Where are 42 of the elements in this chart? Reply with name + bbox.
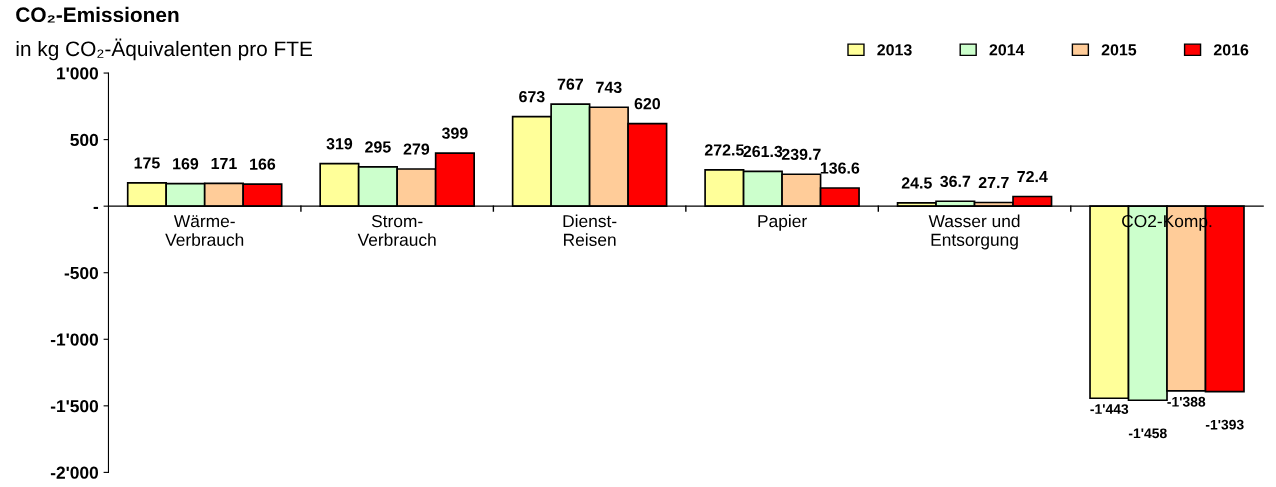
y-tick-label: - [93, 206, 99, 209]
data-label: 279 [403, 143, 430, 155]
chart-subtitle: in kg CO₂-Äquivalenten pro FTE [16, 38, 312, 61]
x-tick-label: Dienst- Reisen [563, 214, 617, 246]
data-label: -1'458 [1128, 428, 1167, 439]
y-tick-label: -500 [64, 266, 99, 280]
x-tick-label: Wasser und Entsorgung [928, 214, 1020, 250]
legend-label: 2013 [877, 44, 912, 56]
data-label: -1'388 [1167, 396, 1206, 407]
data-label: 136.6 [820, 162, 860, 174]
data-label: 743 [596, 81, 622, 94]
data-label: 261.3 [743, 145, 783, 158]
legend-label: 2015 [1101, 44, 1137, 56]
data-label: 24.5 [901, 177, 932, 189]
x-tick-label: Papier [758, 214, 807, 231]
y-tick-label: 1'000 [57, 67, 99, 80]
data-label: 27.7 [978, 176, 1009, 189]
data-label: 72.4 [1017, 170, 1048, 183]
y-tick-label: 500 [70, 133, 99, 147]
x-tick-label: Strom- Verbrauch [357, 214, 436, 246]
data-label: -1'393 [1205, 419, 1244, 430]
data-label: 295 [365, 141, 391, 153]
data-label: 399 [441, 127, 468, 139]
data-label: 36.7 [940, 175, 971, 188]
data-label: 169 [173, 158, 199, 170]
data-label: 620 [634, 98, 661, 110]
data-label: 239.7 [781, 148, 821, 161]
data-label: 171 [211, 157, 237, 169]
y-tick-label: -1'500 [50, 400, 99, 413]
legend-label: 2016 [1213, 44, 1249, 56]
data-label: -1'443 [1090, 404, 1129, 415]
y-tick-label: -1'000 [50, 333, 99, 346]
data-label: 319 [326, 138, 353, 150]
legend-label: 2014 [989, 44, 1025, 56]
chart-title: CO₂-Emissionen [16, 6, 179, 23]
x-tick-label: Wärme- Verbrauch [165, 215, 244, 246]
data-label: 166 [250, 158, 276, 170]
data-label: 175 [134, 157, 160, 169]
y-tick-label: -2'000 [50, 466, 99, 479]
data-label: 673 [519, 91, 545, 103]
data-label: 272.5 [704, 144, 744, 156]
data-label: 767 [557, 78, 583, 90]
